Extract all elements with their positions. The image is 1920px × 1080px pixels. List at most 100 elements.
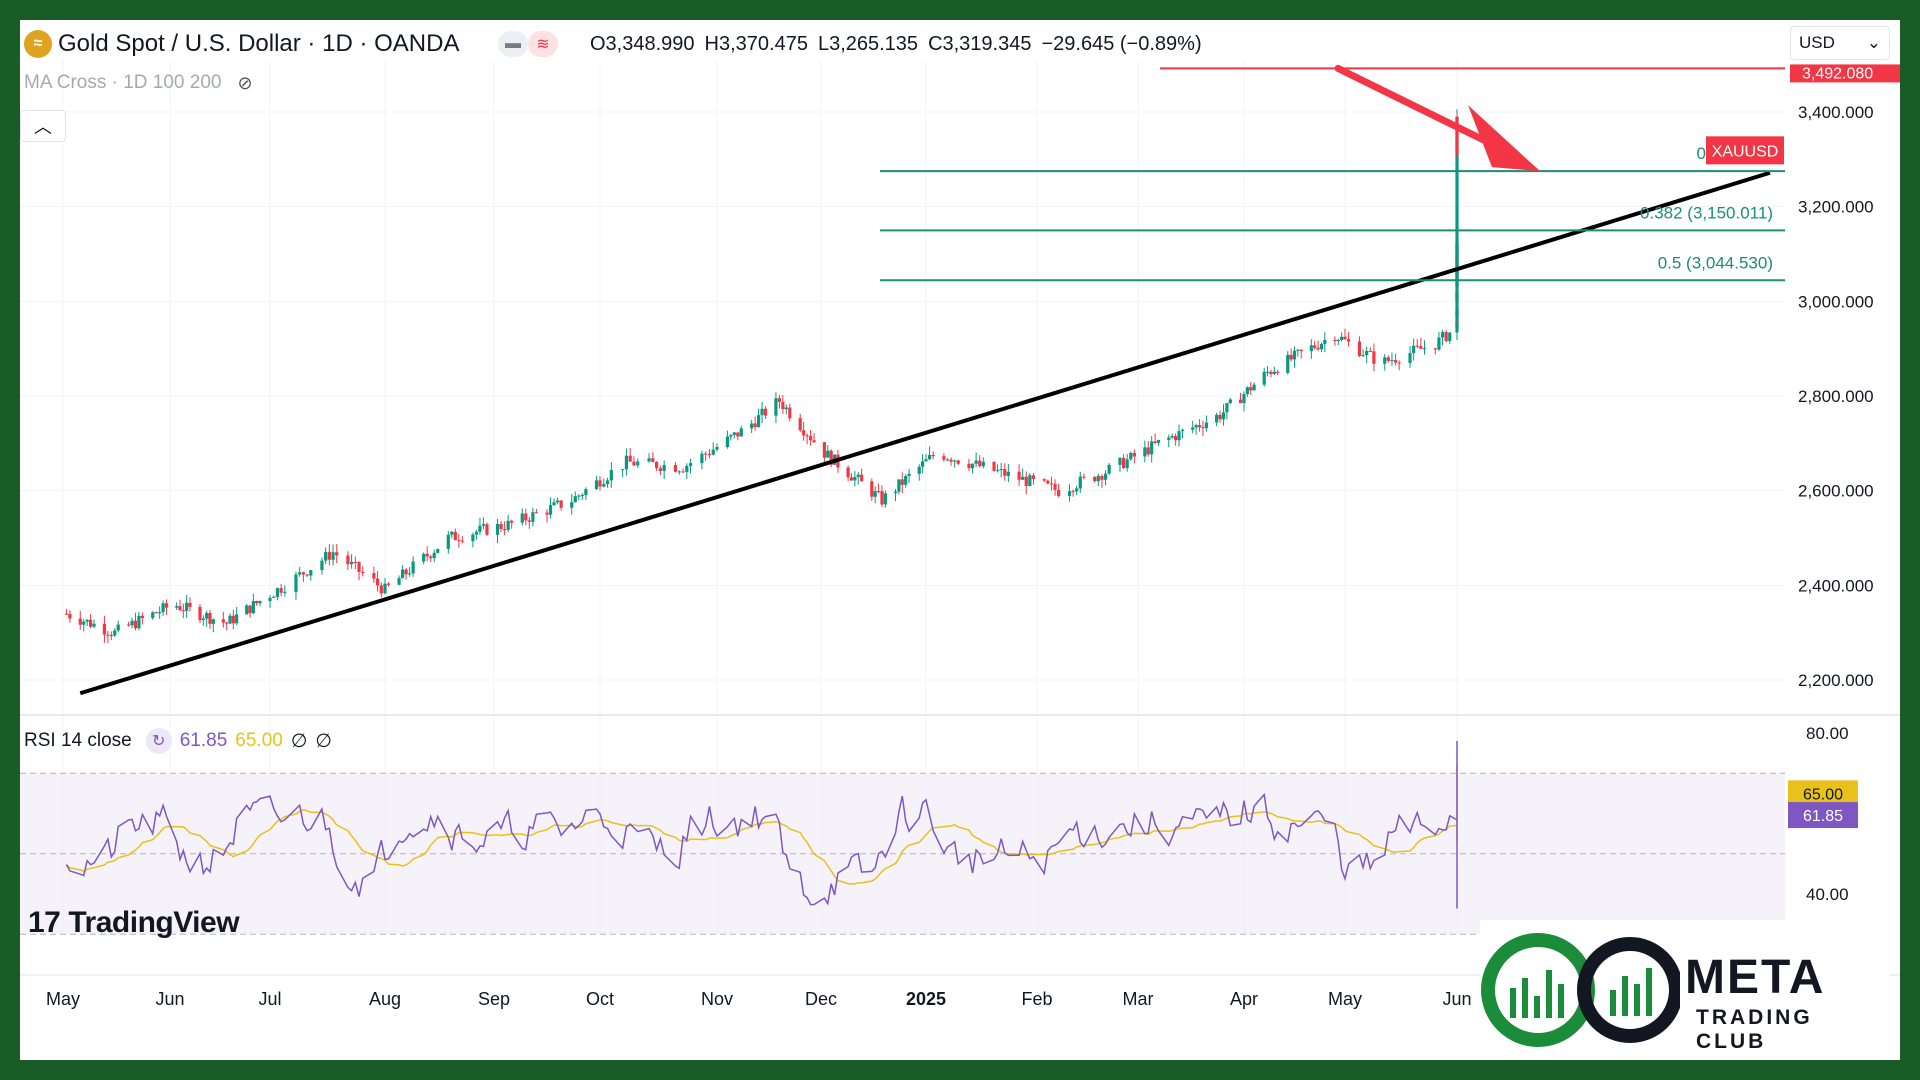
candle-body [258, 601, 262, 604]
candle-body [305, 574, 309, 576]
candle-body [1365, 350, 1369, 356]
candle-body [113, 630, 117, 636]
chart-canvas[interactable]: 0.236 (3,20.382 (3,150.011)0.5 (3,044.53… [20, 20, 1900, 1060]
candle-body [1093, 476, 1097, 482]
rsi-legend[interactable]: RSI 14 close ↻ 61.85 65.00 ∅ ∅ [24, 728, 332, 754]
candle-body [556, 500, 560, 503]
candle-body [1336, 339, 1340, 341]
candle-body [853, 477, 857, 481]
candle-body [636, 461, 640, 466]
chevron-up-icon: ︿ [34, 117, 52, 137]
symbol-title[interactable]: ≈ Gold Spot / U.S. Dollar · 1D · OANDA [24, 30, 459, 58]
candle-body [379, 585, 383, 594]
candle-body [688, 463, 693, 466]
candle-body [873, 491, 877, 497]
symbol-title-text: Gold Spot / U.S. Dollar · 1D · OANDA [58, 30, 460, 57]
candle-body [1238, 399, 1243, 404]
rsi-value: 61.85 [179, 730, 228, 751]
fib-label: 0.5 (3,044.530) [1658, 253, 1773, 272]
candle-body [527, 520, 531, 522]
ohlc-high: H3,370.475 [704, 32, 808, 55]
candle-body [1221, 412, 1226, 420]
candle-body [621, 469, 625, 471]
price-axis-tick: 3,400.000 [1798, 103, 1874, 122]
candle-body [205, 612, 209, 619]
candle-body [707, 454, 712, 456]
candle-body [1103, 473, 1108, 480]
candle-body [1276, 371, 1280, 373]
candle-body [1455, 142, 1459, 155]
gold-coin-icon: ≈ [24, 30, 52, 58]
candle-body [89, 619, 93, 627]
candle-body [1057, 489, 1061, 497]
candle-body [520, 513, 524, 523]
chevron-down-icon: ⌄ [1866, 33, 1881, 52]
candle-body [1412, 345, 1416, 354]
candle-body [161, 603, 165, 613]
candle-body [1372, 351, 1376, 364]
candle-body [781, 401, 785, 410]
rsi-label: RSI 14 close [24, 730, 132, 751]
currency-select[interactable]: USD ⌄ [1790, 26, 1890, 60]
candle-body [460, 540, 464, 542]
candle-body [275, 588, 280, 597]
candle-body [1204, 422, 1208, 429]
candle-body [763, 408, 768, 416]
candle-body [346, 555, 350, 565]
candle-body [917, 466, 921, 474]
candle-body [78, 618, 82, 625]
candle-body [1316, 347, 1320, 350]
candle-body [970, 463, 975, 469]
candle-body [1024, 476, 1028, 486]
candle-body [725, 436, 729, 448]
rsi-axis-tick: 40.00 [1806, 885, 1849, 904]
candle-body [181, 610, 185, 612]
candle-body [198, 606, 202, 621]
candle-body [1028, 475, 1032, 486]
candle-body [432, 552, 436, 558]
candle-body [1455, 266, 1459, 286]
time-axis-tick: Jun [1442, 989, 1471, 1009]
collapse-legend-button[interactable]: ︿ [20, 110, 66, 142]
rsi-axis-tick: 80.00 [1806, 724, 1849, 743]
tradingview-logo[interactable]: 17 TradingView [28, 906, 240, 940]
ma-cross-legend[interactable]: MA Cross · 1D 100 200 ⊘ [24, 72, 253, 94]
candle-body [812, 440, 816, 443]
candle-body [1455, 305, 1459, 316]
candle-body [658, 468, 662, 471]
candle-body [140, 615, 144, 618]
candle-body [900, 479, 904, 485]
time-axis-tick: Oct [586, 989, 614, 1009]
candle-body [942, 456, 946, 460]
time-axis-tick: May [46, 989, 80, 1009]
mode-pills[interactable]: ▬ ≋ [498, 31, 558, 57]
candle-body [1017, 471, 1021, 480]
reload-icon[interactable]: ↻ [145, 728, 172, 754]
candle-body [1265, 371, 1270, 373]
candle-body [320, 560, 324, 571]
rsi-ma-value: 65.00 [235, 730, 283, 751]
candle-body [1180, 429, 1185, 432]
price-axis-tick: 2,200.000 [1798, 671, 1874, 690]
candle-body [1448, 332, 1452, 342]
candle-body [1397, 362, 1401, 364]
eye-hidden-icon[interactable]: ⊘ [237, 72, 253, 93]
candle-body [577, 495, 581, 497]
minus-icon[interactable]: ▬ [498, 31, 528, 57]
candle-body [1096, 475, 1100, 482]
candle-body [201, 618, 205, 621]
candle-body [327, 551, 331, 560]
ma-cross-label: MA Cross · 1D 100 200 [24, 72, 222, 93]
candle-body [805, 435, 809, 437]
candle-body [822, 442, 826, 458]
candle-body [350, 561, 354, 565]
candle-body [1455, 120, 1459, 143]
candle-body [151, 612, 155, 618]
wave-icon[interactable]: ≋ [528, 31, 558, 57]
candle-body [1194, 425, 1198, 428]
candle-body [883, 493, 887, 505]
candle-body [677, 471, 681, 473]
candle-body [478, 525, 482, 532]
time-axis-tick: Jun [155, 989, 184, 1009]
candle-body [1201, 427, 1205, 429]
